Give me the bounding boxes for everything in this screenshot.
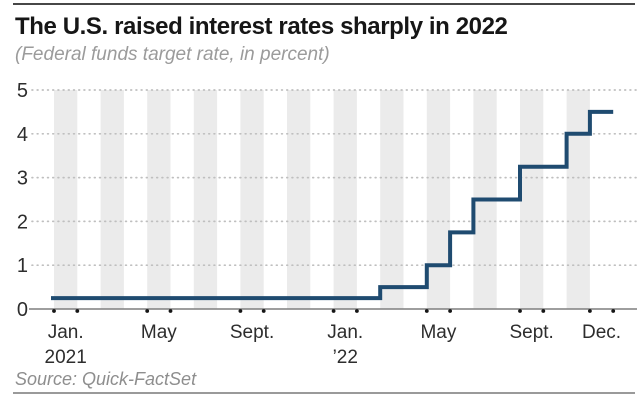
y-tick-label: 3 [17, 168, 28, 190]
axis-tick-dot [261, 309, 266, 313]
x-tick-label: Jan. [48, 322, 84, 343]
axis-tick-dot [331, 309, 336, 313]
x-tick-label: May [141, 322, 177, 343]
month-stripe [193, 90, 218, 309]
x-tick-label: Dec. [582, 322, 621, 343]
y-tick-label: 4 [17, 124, 28, 146]
axis-tick-dot [448, 309, 452, 313]
x-tick-year-label: 2021 [45, 347, 87, 368]
axis-tick-dot [238, 309, 243, 313]
axis-tick-dot [424, 309, 429, 313]
axis-tick-dot [355, 309, 359, 313]
month-stripe [287, 90, 311, 309]
y-tick-label: 5 [17, 80, 28, 102]
month-stripe [566, 90, 590, 309]
source-note: Source: Quick-FactSet [15, 369, 197, 389]
top-rule [13, 3, 635, 5]
month-stripe [147, 90, 171, 309]
month-stripe [333, 90, 357, 309]
axis-tick-dot [588, 309, 592, 313]
y-tick-label: 1 [17, 255, 28, 277]
month-stripe [426, 90, 451, 309]
month-stripe [380, 90, 404, 309]
chart-title: The U.S. raised interest rates sharply i… [15, 13, 508, 40]
axis-tick-dot [145, 309, 150, 313]
month-stripe [240, 90, 264, 309]
axis-tick-dot [518, 309, 522, 313]
x-tick-label: Sept. [230, 322, 274, 343]
x-tick-label: May [420, 322, 456, 343]
month-stripe [520, 90, 544, 309]
month-stripe [100, 90, 124, 309]
axis-tick-dot [52, 309, 56, 313]
y-tick-label: 2 [17, 211, 28, 233]
axis-tick-dot [541, 309, 546, 313]
month-stripe [54, 90, 78, 309]
rate-step-line [51, 109, 614, 301]
y-tick-label: 0 [17, 299, 28, 321]
x-tick-label: Sept. [509, 322, 553, 343]
x-tick-year-label: ’22 [333, 347, 358, 368]
axis-tick-dot [168, 309, 173, 313]
chart-subtitle: (Federal funds target rate, in percent) [15, 44, 330, 65]
axis-tick-dot [611, 309, 616, 313]
x-tick-label: Jan. [327, 322, 363, 343]
bottom-rule [13, 392, 635, 394]
axis-tick-dot [75, 309, 80, 313]
